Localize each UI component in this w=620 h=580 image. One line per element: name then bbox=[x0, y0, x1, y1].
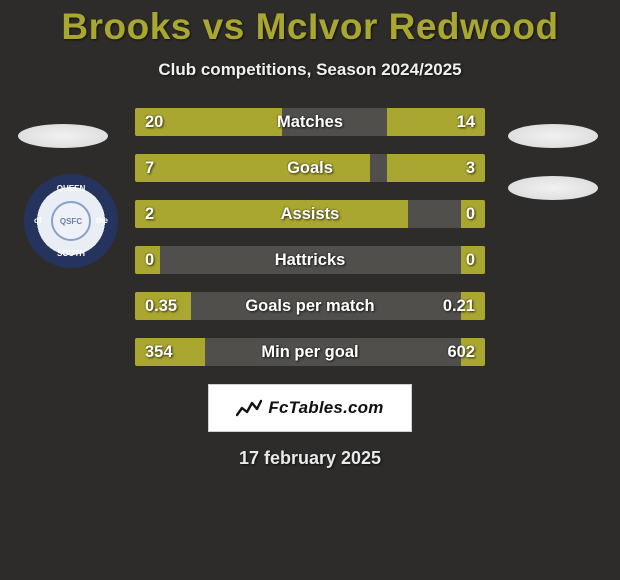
stat-right-value: 0 bbox=[466, 200, 475, 228]
stat-row-goals: 7 Goals 3 bbox=[135, 154, 485, 182]
club-crest-icon: QUEEN SOUTH of the QSFC bbox=[24, 174, 118, 268]
crest-bottom-text: SOUTH bbox=[24, 249, 118, 258]
source-badge: FcTables.com bbox=[208, 384, 412, 432]
stat-label: Goals per match bbox=[135, 292, 485, 320]
stat-label: Goals bbox=[135, 154, 485, 182]
stat-label: Matches bbox=[135, 108, 485, 136]
stat-label: Hattricks bbox=[135, 246, 485, 274]
stat-row-goals-per-match: 0.35 Goals per match 0.21 bbox=[135, 292, 485, 320]
stat-label: Assists bbox=[135, 200, 485, 228]
page-subtitle: Club competitions, Season 2024/2025 bbox=[0, 60, 620, 80]
stat-row-hattricks: 0 Hattricks 0 bbox=[135, 246, 485, 274]
sparkline-icon bbox=[236, 399, 262, 417]
stat-right-value: 0.21 bbox=[443, 292, 475, 320]
team-left-placeholder-icon bbox=[18, 124, 108, 148]
stats-bars: 20 Matches 14 7 Goals 3 2 Assists 0 0 Ha… bbox=[135, 108, 485, 366]
crest-right-text: the bbox=[96, 216, 108, 225]
source-badge-text: FcTables.com bbox=[268, 398, 383, 418]
stat-right-value: 0 bbox=[466, 246, 475, 274]
stat-right-value: 14 bbox=[457, 108, 475, 136]
footer-date: 17 february 2025 bbox=[0, 448, 620, 469]
crest-left-text: of bbox=[34, 216, 42, 225]
stat-row-min-per-goal: 354 Min per goal 602 bbox=[135, 338, 485, 366]
page-title: Brooks vs McIvor Redwood bbox=[0, 6, 620, 48]
stat-row-assists: 2 Assists 0 bbox=[135, 200, 485, 228]
stat-right-value: 3 bbox=[466, 154, 475, 182]
stat-row-matches: 20 Matches 14 bbox=[135, 108, 485, 136]
team-right-placeholder2-icon bbox=[508, 176, 598, 200]
stat-right-value: 602 bbox=[447, 338, 475, 366]
stat-label: Min per goal bbox=[135, 338, 485, 366]
team-right-placeholder-icon bbox=[508, 124, 598, 148]
crest-top-text: QUEEN bbox=[24, 184, 118, 193]
crest-inner-text: QSFC bbox=[51, 201, 91, 241]
